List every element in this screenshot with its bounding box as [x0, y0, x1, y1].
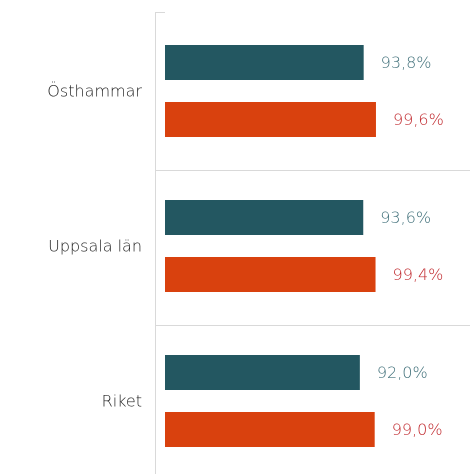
- value-label: 99,0%: [392, 420, 443, 439]
- bar: [165, 200, 364, 235]
- value-label: 99,4%: [393, 265, 444, 284]
- bar: [165, 412, 375, 447]
- value-label: 93,6%: [380, 208, 431, 227]
- category-label: Riket: [102, 392, 142, 411]
- bar: [165, 102, 376, 137]
- category-label: Uppsala län: [48, 237, 142, 256]
- bar: [165, 257, 376, 292]
- bar: [165, 355, 360, 390]
- value-label: 93,8%: [381, 53, 432, 72]
- value-label: 92,0%: [377, 363, 428, 382]
- value-label: 99,6%: [393, 110, 444, 129]
- bar: [165, 45, 364, 80]
- category-label: Östhammar: [47, 82, 142, 101]
